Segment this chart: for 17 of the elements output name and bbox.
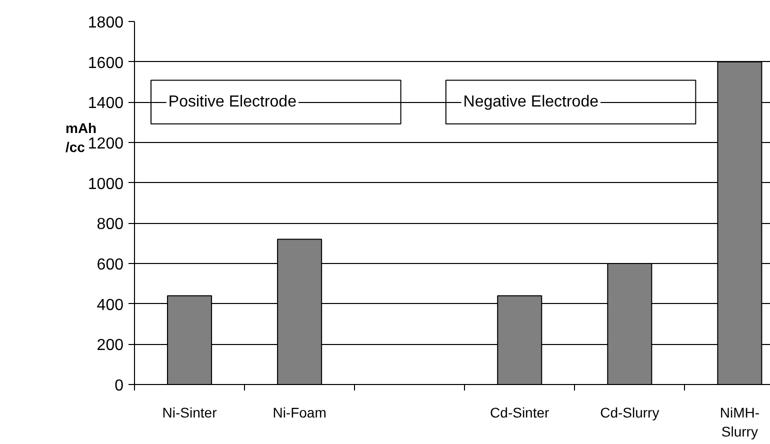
annotation: Negative Electrode [463, 94, 599, 111]
x-tick-label: Cd-Sinter [490, 404, 550, 420]
x-tick-label: Ni-Sinter [162, 404, 218, 420]
y-tick-label: 1200 [88, 136, 124, 152]
y-tick-label: 1800 [88, 14, 124, 32]
annotation: Positive Electrode [168, 94, 297, 111]
x-tick-label: Ni-Foam [272, 404, 326, 420]
y-tick-label: 800 [96, 216, 124, 234]
y-tick-label: 1600 [88, 54, 124, 72]
y-tick-label: 0 [114, 378, 124, 394]
y-tick-label: 400 [96, 296, 124, 314]
y-tick-label: 600 [96, 256, 124, 274]
y-tick-label: 1400 [88, 95, 124, 112]
x-tick-label: NiMH-Slurry [720, 404, 760, 440]
y-tick-label: 1000 [88, 176, 124, 193]
y-tick-label: 200 [96, 337, 124, 354]
x-tick-label: Cd-Slurry [600, 404, 660, 420]
